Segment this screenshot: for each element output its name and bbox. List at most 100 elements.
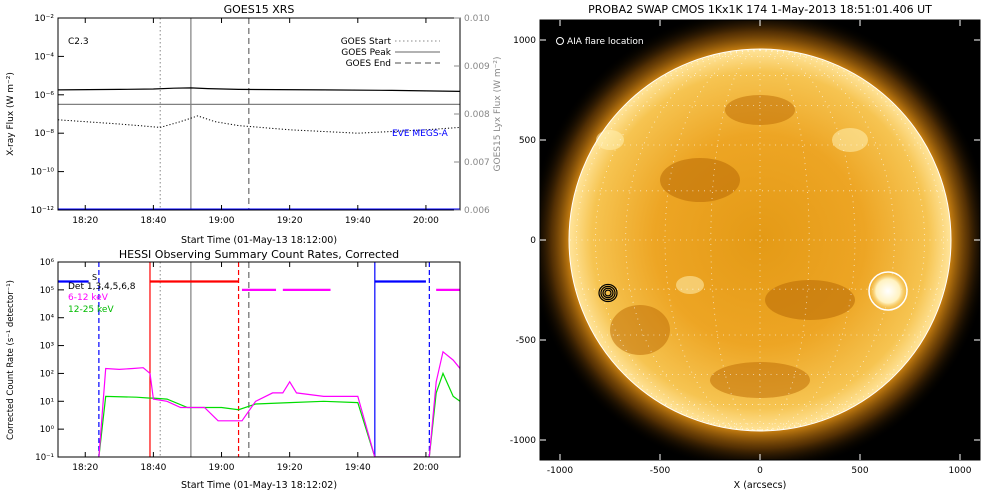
goes-x-label: Start Time (01-May-13 18:12:00)	[181, 235, 337, 246]
hessi-y-tick-label: 10⁴	[40, 314, 55, 324]
coordinate-grid	[570, 49, 950, 431]
swap-image	[540, 20, 980, 460]
swap-x-ticks: -1000 -500 0 500 1000	[547, 20, 972, 476]
goes-legend: GOES Start GOES Peak GOES End	[341, 37, 440, 69]
hessi-legend-6-12: 6-12 keV	[68, 293, 109, 303]
active-region-bright	[868, 271, 908, 311]
hessi-x-tick-label: 18:40	[140, 463, 166, 473]
hessi-x-label: Start Time (01-May-13 18:12:02)	[181, 480, 337, 491]
hessi-y-tick-label: 10³	[40, 342, 54, 352]
hessi-legend-12-25: 12-25 keV	[68, 305, 114, 315]
goes-y-tick-label: 10⁻¹²	[31, 206, 55, 216]
goes-title: GOES15 XRS	[224, 3, 295, 16]
hessi-y-label: Corrected Count Rate (s⁻¹ detector⁻¹)	[6, 280, 16, 440]
flare-contour	[604, 289, 612, 297]
goes-y2-tick-label: 0.007	[464, 158, 490, 168]
swap-y-ticks: 1000 500 0 -500 -1000	[510, 36, 980, 446]
disk-bright-patch	[676, 276, 704, 294]
goes-annotation: C2.3	[68, 37, 89, 47]
hessi-legend: Det 1,3,4,5,6,8 6-12 keV 12-25 keV	[68, 282, 136, 315]
hessi-series-12-25	[98, 371, 460, 457]
hessi-y-tick-label: 10¹	[40, 397, 54, 407]
hessi-y-tick-label: 10⁻¹	[35, 453, 54, 463]
disk-dark-patch	[710, 362, 810, 398]
swap-x-tick-label: 1000	[949, 466, 972, 476]
hessi-title: HESSI Observing Summary Count Rates, Cor…	[119, 248, 399, 261]
active-region-outline	[868, 271, 908, 311]
goes-series-layer	[58, 18, 460, 210]
goes-y2-tick-label: 0.008	[464, 110, 490, 120]
flare-contour	[598, 283, 618, 303]
disk-dark-patch	[660, 158, 740, 202]
swap-y-tick-label: 1000	[513, 36, 536, 46]
goes-x-tick-label: 20:00	[413, 216, 439, 226]
hessi-x-tick-label: 19:20	[277, 463, 303, 473]
swap-y-tick-label: -1000	[510, 436, 536, 446]
goes-panel: GOES15 XRS 18:20 18:40 19:00 19:20 19:40 20:0…	[6, 3, 503, 246]
swap-x-tick-label: 500	[851, 466, 868, 476]
goes-y-ticks: 10⁻² 10⁻⁴ 10⁻⁶ 10⁻⁸ 10⁻¹⁰ 10⁻¹²	[31, 14, 64, 216]
swap-panel: PROBA2 SWAP CMOS 1Kx1K 174 1-May-2013 18…	[510, 3, 981, 491]
flare-contour	[602, 287, 614, 299]
goes-y2-tick-label: 0.010	[464, 14, 490, 24]
hessi-flag-label: S	[92, 273, 97, 282]
goes-x-tick-label: 19:00	[209, 216, 235, 226]
legend-goes-peak: GOES Peak	[341, 48, 391, 58]
hessi-plot-frame	[57, 261, 461, 458]
goes-y-tick-label: 10⁻⁶	[34, 91, 54, 101]
hessi-series-6-12	[98, 350, 460, 457]
longitude-line	[759, 49, 925, 431]
hessi-x-tick-label: 20:00	[413, 463, 439, 473]
swap-x-tick-label: -1000	[547, 466, 573, 476]
solar-limb	[568, 48, 952, 432]
goes-y-tick-label: 10⁻⁴	[34, 52, 54, 62]
hessi-y-tick-label: 10⁰	[40, 425, 55, 435]
solar-disk-texture	[596, 95, 868, 398]
swap-title: PROBA2 SWAP CMOS 1Kx1K 174 1-May-2013 18…	[588, 3, 932, 16]
goes-x-tick-label: 18:40	[140, 216, 166, 226]
hessi-series-layer	[58, 262, 460, 457]
longitude-line	[595, 49, 761, 431]
goes-y2-label: GOES15 Lyx Flux (W m⁻²)	[493, 57, 503, 172]
swap-x-label: X (arcsecs)	[734, 480, 787, 491]
goes-long-series	[58, 87, 460, 92]
hessi-y-tick-label: 10²	[40, 369, 54, 379]
aia-legend-marker	[556, 37, 564, 45]
swap-y-tick-label: -500	[516, 336, 537, 346]
goes-y-tick-label: 10⁻²	[34, 14, 54, 24]
swap-x-tick-label: -500	[650, 466, 671, 476]
goes-y-tick-label: 10⁻¹⁰	[31, 168, 55, 178]
legend-goes-start: GOES Start	[341, 37, 392, 47]
hessi-vertical-lines	[98, 262, 430, 457]
goes-y-label: X-ray Flux (W m⁻²)	[6, 72, 16, 156]
legend-goes-end: GOES End	[346, 59, 391, 69]
hessi-x-tick-label: 19:40	[345, 463, 371, 473]
hessi-x-tick-label: 19:00	[209, 463, 235, 473]
swap-y-tick-label: 500	[519, 136, 536, 146]
swap-y-tick-label: 0	[530, 236, 536, 246]
hessi-attenuator-bars	[58, 280, 460, 291]
hessi-x-tick-label: 18:20	[72, 463, 98, 473]
aia-legend-label: AIA flare location	[567, 37, 644, 47]
swap-x-tick-label: 0	[757, 466, 763, 476]
disk-dark-patch	[610, 305, 670, 355]
goes-y2-tick-label: 0.006	[464, 206, 490, 216]
goes-y2-ticks: 0.010 0.009 0.008 0.007 0.006	[454, 14, 490, 216]
hessi-y-ticks: 10⁶ 10⁵ 10⁴ 10³ 10² 10¹ 10⁰ 10⁻¹	[35, 258, 64, 463]
goes-eve-label: EVE MEGS-A	[392, 129, 449, 139]
goes-y-tick-label: 10⁻⁸	[34, 129, 54, 139]
goes-x-tick-label: 18:20	[72, 216, 98, 226]
hessi-panel: HESSI Observing Summary Count Rates, Cor…	[6, 248, 461, 491]
goes-y2-tick-label: 0.009	[464, 62, 490, 72]
goes-x-tick-label: 19:20	[277, 216, 303, 226]
disk-dark-patch	[725, 95, 795, 125]
hessi-legend-title: Det 1,3,4,5,6,8	[68, 282, 136, 292]
hessi-y-tick-label: 10⁶	[40, 258, 55, 268]
hessi-x-ticks: 18:20 18:40 19:00 19:20 19:40 20:00	[72, 262, 439, 473]
goes-x-ticks: 18:20 18:40 19:00 19:20 19:40 20:00	[72, 18, 439, 226]
disk-dark-patch	[765, 280, 855, 320]
disk-bright-patch	[832, 128, 868, 152]
flare-contour	[600, 285, 616, 301]
goes-plot-frame	[57, 17, 461, 211]
